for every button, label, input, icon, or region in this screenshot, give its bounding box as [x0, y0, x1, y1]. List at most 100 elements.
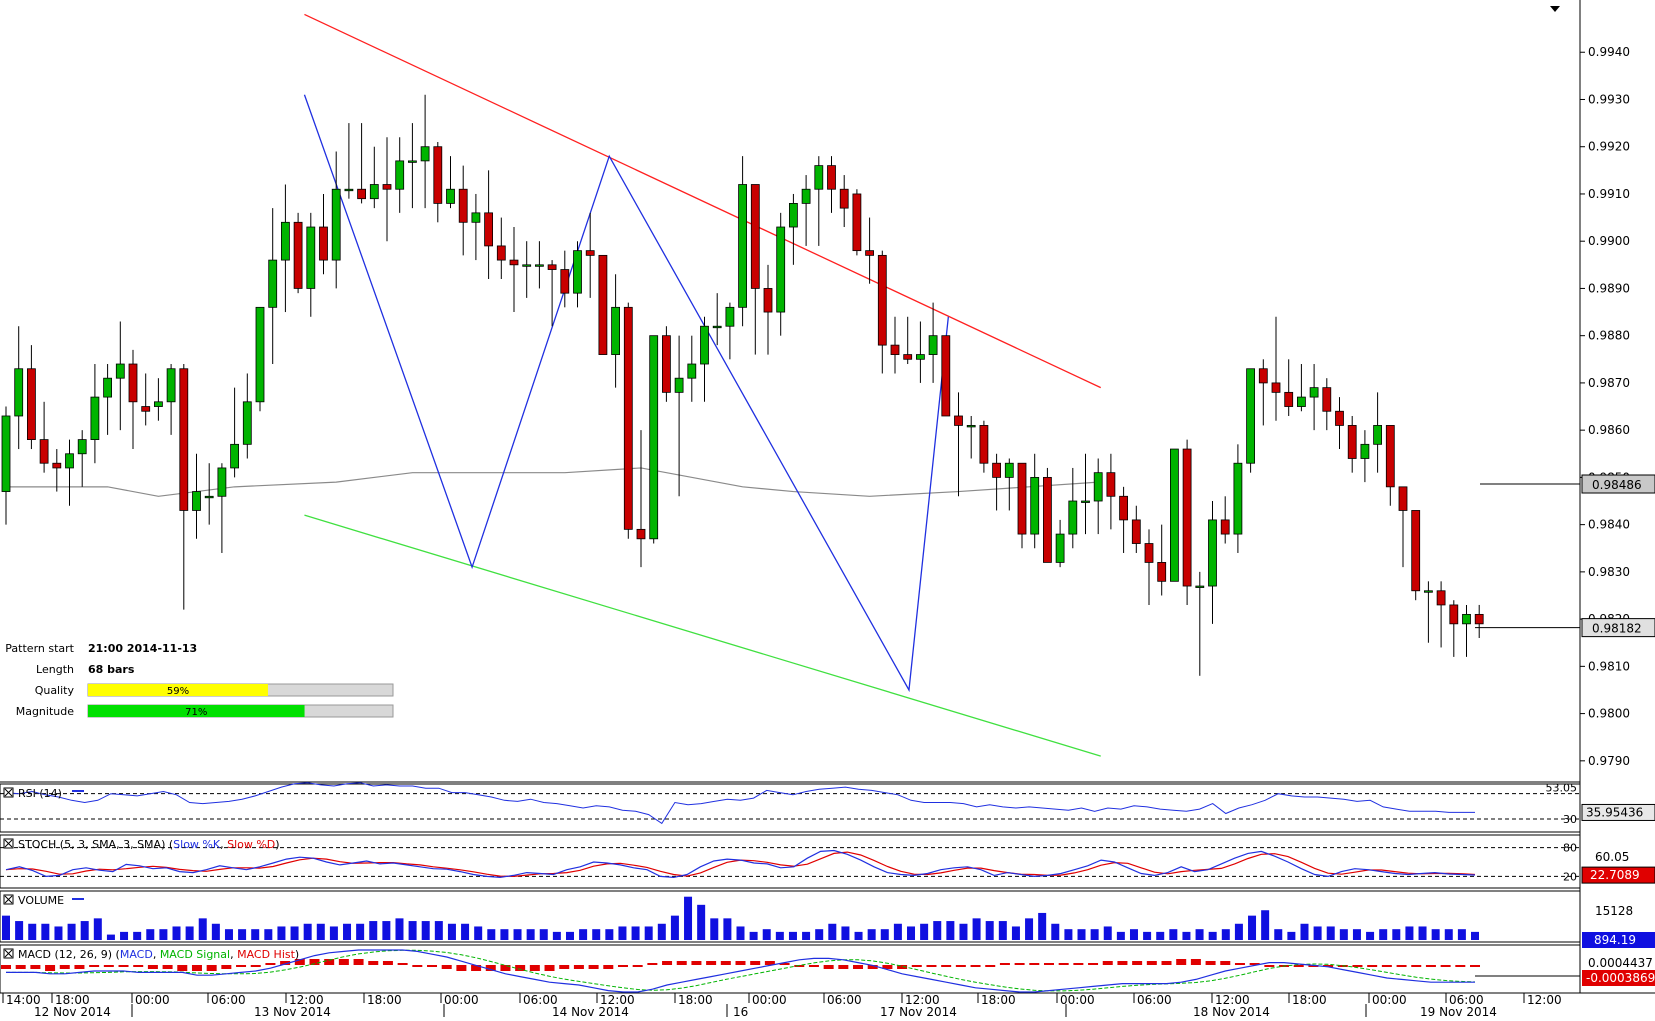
candle	[65, 439, 74, 506]
macd-hist-bar	[1117, 961, 1128, 965]
price-tick-label: 0.9790	[1588, 754, 1630, 768]
candle	[268, 208, 278, 365]
candle	[458, 165, 468, 256]
volume-bar	[1051, 923, 1060, 940]
candle-body-bear	[357, 188, 367, 200]
candle	[712, 293, 722, 346]
macd-hist-bar	[1132, 961, 1143, 965]
volume-last-value: 894.19	[1594, 933, 1636, 947]
candle	[446, 156, 455, 209]
candle	[1004, 458, 1014, 511]
candle	[801, 175, 811, 246]
candle-body-bear	[509, 259, 519, 266]
moving-average-line	[6, 467, 1099, 497]
price-tick-label: 0.9900	[1588, 234, 1630, 248]
candle-body-bull	[103, 377, 112, 398]
candle	[1119, 486, 1128, 553]
macd-hist-bar	[1293, 965, 1304, 967]
candle-body-bear	[827, 165, 836, 190]
price-tick-label: 0.9880	[1588, 329, 1630, 343]
volume-last-box	[1582, 932, 1655, 948]
date-label: 14 Nov 2014	[552, 1005, 629, 1017]
candle-body-bull	[1373, 425, 1382, 445]
volume-bar	[303, 923, 312, 940]
volume-bar	[513, 929, 522, 940]
volume-bar	[434, 921, 443, 940]
candle-body-bull	[115, 363, 125, 379]
rsi-last-value: 35.95436	[1586, 805, 1643, 819]
volume-bar	[1025, 918, 1034, 940]
macd-hist-bar	[617, 965, 628, 967]
candle-body-bull	[230, 443, 240, 469]
volume-bar	[1418, 926, 1427, 940]
macd-hist-bar	[970, 965, 981, 967]
candle-body-bull	[1246, 368, 1255, 464]
rsi-panel	[0, 783, 1581, 833]
macd-hist-bar	[1088, 963, 1099, 965]
volume-bar	[1195, 929, 1204, 940]
candle-body-bull	[306, 226, 316, 289]
macd-hist-bar	[177, 965, 188, 971]
volume-bar	[565, 931, 574, 940]
candle-body-bear	[1119, 495, 1128, 521]
macd-signal-line	[6, 949, 1476, 992]
candle-body-bull	[1093, 472, 1103, 502]
candle	[1411, 510, 1421, 601]
macd-hist-bar	[338, 959, 349, 965]
macd-hist-bar	[1161, 961, 1172, 965]
macd-hist-bar	[1073, 963, 1084, 965]
candle-body-bull	[192, 491, 201, 511]
panel-menu-icon[interactable]	[1550, 6, 1560, 12]
volume-bar	[684, 896, 693, 940]
candle-body-bull	[611, 306, 620, 355]
candle	[1030, 453, 1040, 549]
candle	[1360, 430, 1370, 483]
volume-bar	[1221, 929, 1230, 940]
macd-hist-bar	[1367, 965, 1378, 967]
candle-body-bull	[1297, 396, 1306, 407]
candle	[1182, 439, 1192, 605]
volume-bar	[356, 923, 365, 940]
volume-bar	[474, 926, 483, 940]
candle	[611, 274, 620, 388]
candle-body-bear	[179, 368, 189, 511]
volume-bar	[1379, 929, 1388, 940]
macd-hist-bar	[103, 965, 114, 967]
last-price-box	[1581, 618, 1655, 638]
candle	[992, 453, 1001, 511]
volume-bar	[552, 931, 561, 940]
macd-hist-bar	[999, 963, 1010, 965]
candle-body-bear	[852, 193, 862, 252]
time-tick-label: 00:00	[752, 993, 787, 1007]
volume-bar	[1352, 929, 1361, 940]
time-tick-label: 12:00	[600, 993, 635, 1007]
price-tick-label: 0.9890	[1588, 281, 1630, 295]
candle	[877, 250, 887, 374]
candle	[1271, 316, 1281, 421]
candle	[1436, 581, 1446, 648]
candle-body-bear	[433, 146, 443, 204]
macd-hist-bar	[515, 965, 526, 971]
candle-body-bear	[941, 335, 951, 417]
macd-hist-bar	[412, 965, 423, 967]
macd-hist-bar	[1014, 963, 1025, 965]
volume-bar	[1287, 931, 1296, 940]
candle	[1449, 600, 1459, 657]
candle-body-bull	[242, 401, 252, 445]
volume-bar	[841, 926, 850, 940]
candle	[674, 335, 684, 497]
candle	[103, 364, 112, 435]
volume-bar	[815, 929, 824, 940]
candle-body-bear	[1335, 410, 1344, 426]
candle-body-bear	[1398, 486, 1408, 511]
candle	[1068, 467, 1078, 549]
candle	[1017, 462, 1027, 549]
macd-hist-bar	[74, 965, 85, 969]
candle	[166, 364, 176, 435]
volume-bar	[120, 931, 129, 940]
candle	[90, 364, 100, 464]
candle	[1208, 501, 1217, 624]
macd-hist-bar	[955, 965, 966, 967]
time-tick-label: 12:00	[905, 993, 940, 1007]
